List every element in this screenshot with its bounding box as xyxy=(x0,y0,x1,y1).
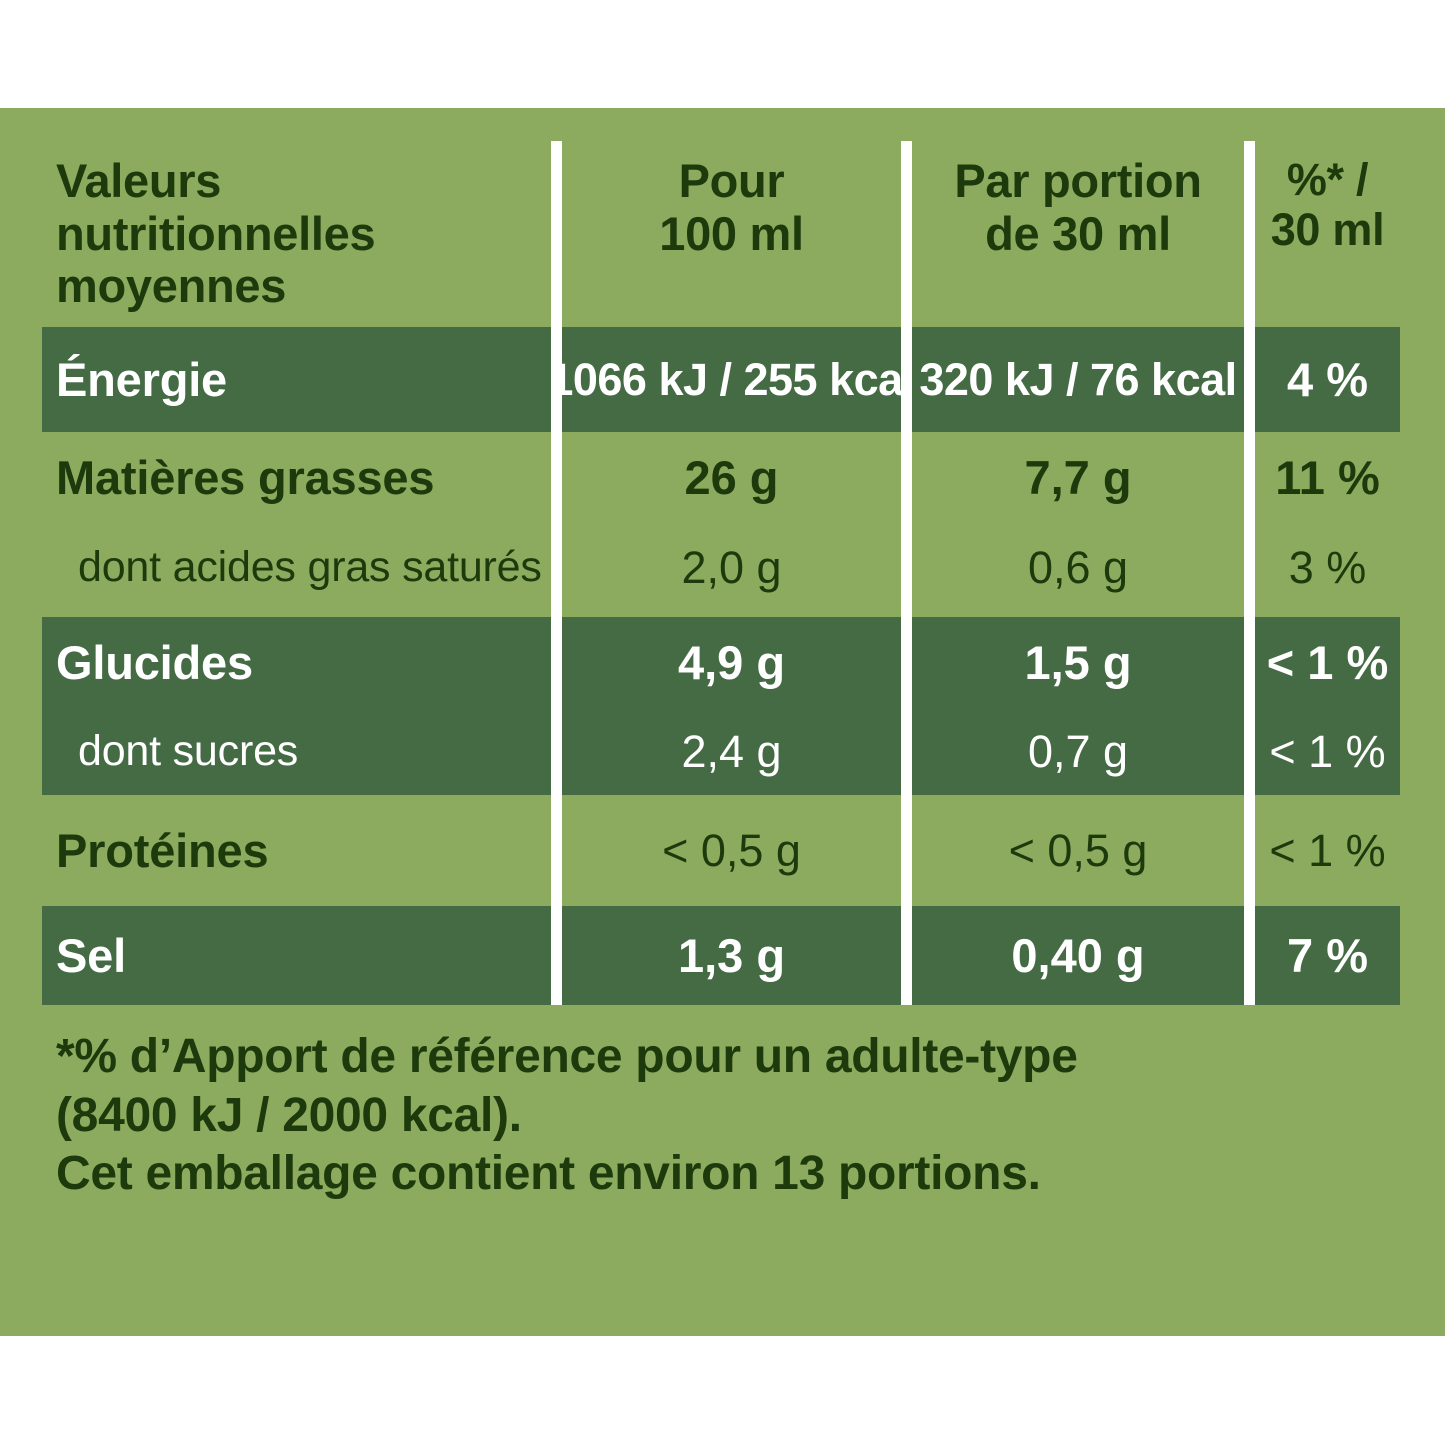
row-label: Matières grasses xyxy=(56,450,435,504)
row-value-per-portion: < 0,5 g xyxy=(1008,824,1148,876)
nutrition-table: Valeurs nutritionnelles moyennes Pour 10… xyxy=(42,141,1400,1005)
table-row: dont sucres 2,4 g 0,7 g < 1 % xyxy=(42,709,1400,795)
header-100-line1: Pour xyxy=(678,154,785,207)
row-value-percent: < 1 % xyxy=(1269,824,1386,876)
row-value-per-portion: 0,7 g xyxy=(1027,726,1129,778)
column-divider-2 xyxy=(901,141,912,1005)
row-value-per-100ml: 2,0 g xyxy=(681,542,782,594)
row-value-percent: < 1 % xyxy=(1266,636,1389,690)
row-value-per-portion: 1,5 g xyxy=(1024,636,1132,690)
row-value-percent: 11 % xyxy=(1275,450,1380,504)
table-row: Énergie 1066 kJ / 255 kcal 320 kJ / 76 k… xyxy=(42,327,1400,432)
row-value-per-100ml: 1,3 g xyxy=(677,928,786,982)
row-label: Protéines xyxy=(56,823,269,877)
header-label-line2: moyennes xyxy=(56,259,287,313)
footnote: *% d’Apport de référence pour un adulte-… xyxy=(56,1028,1386,1204)
header-pct-line2: 30 ml xyxy=(1270,204,1385,256)
row-value-per-100ml: 1066 kJ / 255 kcal xyxy=(548,353,915,405)
row-label: Sel xyxy=(56,928,126,982)
row-value-per-100ml: < 0,5 g xyxy=(662,824,801,876)
header-cell-per-100ml: Pour 100 ml xyxy=(562,141,901,327)
header-cell-label: Valeurs nutritionnelles moyennes xyxy=(56,141,551,327)
table-header-row: Valeurs nutritionnelles moyennes Pour 10… xyxy=(42,141,1400,327)
row-value-per-100ml: 4,9 g xyxy=(677,636,786,690)
table-row: Glucides 4,9 g 1,5 g < 1 % xyxy=(42,617,1400,709)
row-label: dont acides gras saturés xyxy=(78,543,542,592)
header-portion-line2: de 30 ml xyxy=(985,206,1171,260)
header-pct-line1: %* / xyxy=(1286,154,1369,205)
row-label: dont sucres xyxy=(78,727,299,776)
table-row: Sel 1,3 g 0,40 g 7 % xyxy=(42,906,1400,1005)
table-row: Protéines < 0,5 g < 0,5 g < 1 % xyxy=(42,795,1400,906)
footnote-line-1: *% d’Apport de référence pour un adulte-… xyxy=(56,1030,1078,1083)
table-row: Matières grasses 26 g 7,7 g 11 % xyxy=(42,436,1400,519)
header-label-line1: Valeurs nutritionnelles xyxy=(56,154,376,260)
nutrition-panel: Valeurs nutritionnelles moyennes Pour 10… xyxy=(0,108,1445,1336)
row-value-per-100ml: 26 g xyxy=(684,450,779,504)
header-portion-line1: Par portion xyxy=(954,154,1202,207)
row-spacer xyxy=(42,432,1400,436)
header-100-line2: 100 ml xyxy=(659,206,804,260)
row-label: Énergie xyxy=(56,352,227,406)
row-value-per-100ml: 2,4 g xyxy=(681,726,782,778)
row-value-per-portion: 320 kJ / 76 kcal xyxy=(919,353,1237,405)
footnote-line-3: Cet emballage contient environ 13 portio… xyxy=(56,1147,1041,1201)
row-value-per-portion: 7,7 g xyxy=(1024,450,1132,504)
column-divider-3 xyxy=(1244,141,1255,1005)
row-value-percent: 7 % xyxy=(1287,928,1368,982)
table-row: dont acides gras saturés 2,0 g 0,6 g 3 % xyxy=(42,519,1400,617)
row-value-per-portion: 0,6 g xyxy=(1027,542,1129,594)
row-value-percent: < 1 % xyxy=(1269,726,1386,778)
row-label: Glucides xyxy=(56,636,253,690)
header-cell-per-portion: Par portion de 30 ml xyxy=(912,141,1244,327)
column-divider-1 xyxy=(551,141,562,1005)
footnote-line-2: (8400 kJ / 2000 kcal). xyxy=(56,1088,522,1142)
row-value-per-portion: 0,40 g xyxy=(1011,928,1145,982)
row-value-percent: 3 % xyxy=(1288,542,1367,594)
row-value-percent: 4 % xyxy=(1287,352,1368,406)
header-cell-percent: %* / 30 ml xyxy=(1255,141,1400,327)
